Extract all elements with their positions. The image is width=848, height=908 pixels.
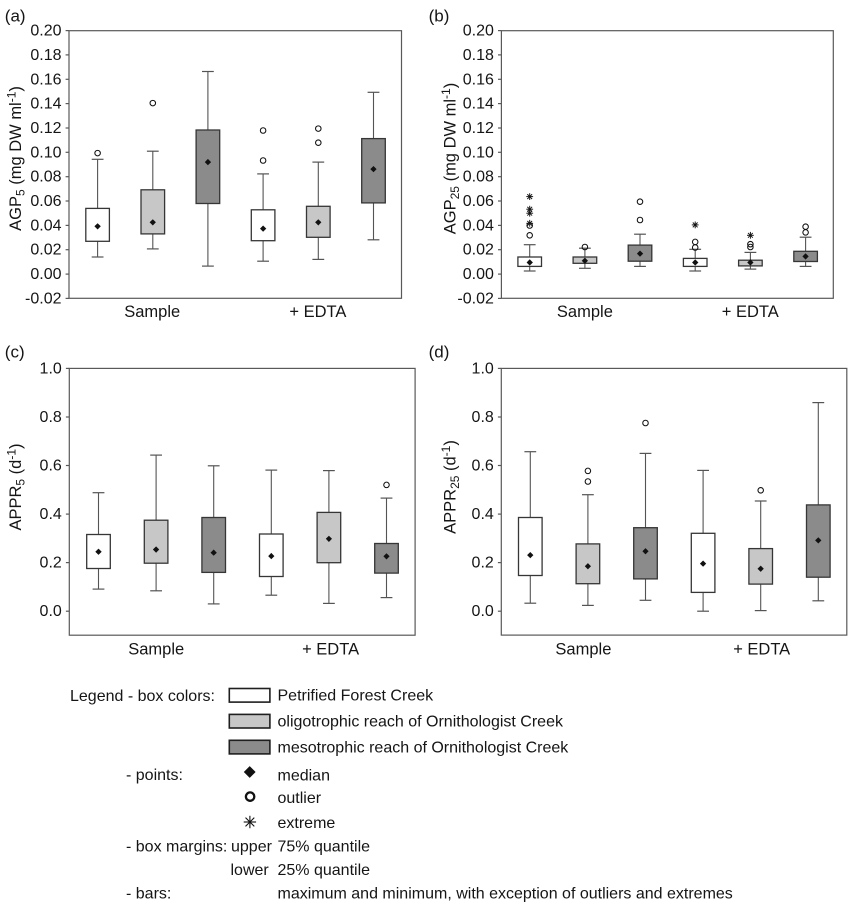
svg-text:0.18: 0.18	[463, 47, 494, 64]
svg-text:0.04: 0.04	[463, 217, 494, 234]
svg-text:0.14: 0.14	[463, 96, 494, 113]
svg-text:Legend - box colors:: Legend - box colors:	[70, 688, 215, 705]
svg-text:Sample: Sample	[557, 303, 613, 321]
svg-text:0.06: 0.06	[463, 193, 494, 210]
svg-text:75% quantile: 75% quantile	[278, 838, 371, 855]
svg-text:AGP5 (mg DW ml-1): AGP5 (mg DW ml-1)	[5, 86, 28, 231]
svg-text:0.06: 0.06	[30, 193, 61, 210]
svg-text:1.0: 1.0	[472, 360, 494, 377]
svg-text:APPR5 (d-1): APPR5 (d-1)	[5, 443, 28, 530]
svg-text:0.08: 0.08	[30, 169, 61, 186]
svg-text:- bars:: - bars:	[126, 886, 171, 903]
svg-text:0.2: 0.2	[40, 555, 62, 572]
svg-text:+ EDTA: + EDTA	[722, 303, 779, 321]
svg-text:0.14: 0.14	[30, 96, 61, 113]
svg-text:0.0: 0.0	[472, 603, 494, 620]
svg-text:0.16: 0.16	[463, 71, 494, 88]
svg-text:0.00: 0.00	[30, 266, 61, 283]
svg-text:- points:: - points:	[126, 767, 183, 784]
svg-text:(a): (a)	[5, 6, 26, 25]
svg-text:0.18: 0.18	[30, 47, 61, 64]
svg-text:Petrified Forest Creek: Petrified Forest Creek	[278, 688, 435, 705]
svg-text:0.20: 0.20	[463, 23, 494, 40]
svg-text:-0.02: -0.02	[457, 290, 494, 307]
svg-text:0.2: 0.2	[472, 555, 494, 572]
svg-text:0.02: 0.02	[463, 242, 494, 259]
svg-text:lower: lower	[231, 862, 270, 879]
svg-text:0.04: 0.04	[30, 217, 61, 234]
svg-text:25% quantile: 25% quantile	[278, 862, 371, 879]
svg-text:0.02: 0.02	[30, 242, 61, 259]
svg-text:Sample: Sample	[555, 641, 611, 659]
svg-text:0.08: 0.08	[463, 169, 494, 186]
svg-text:maximum and minimum, with exce: maximum and minimum, with exception of o…	[278, 886, 733, 903]
svg-text:0.12: 0.12	[463, 120, 494, 137]
svg-text:0.10: 0.10	[463, 144, 494, 161]
svg-text:0.10: 0.10	[30, 144, 61, 161]
svg-text:- box margins:: - box margins:	[126, 838, 227, 855]
svg-text:upper: upper	[231, 838, 273, 855]
svg-text:0.4: 0.4	[40, 506, 62, 523]
svg-text:(b): (b)	[429, 6, 450, 25]
svg-text:0.6: 0.6	[40, 458, 62, 475]
svg-text:extreme: extreme	[278, 815, 336, 832]
svg-text:0.12: 0.12	[30, 120, 61, 137]
svg-text:(c): (c)	[5, 343, 25, 362]
svg-text:+ EDTA: + EDTA	[302, 641, 359, 659]
svg-text:0.0: 0.0	[40, 603, 62, 620]
svg-text:outlier: outlier	[278, 790, 322, 807]
svg-text:AGP25 (mg DW ml-1): AGP25 (mg DW ml-1)	[439, 83, 462, 234]
svg-text:0.8: 0.8	[40, 409, 62, 426]
svg-text:0.4: 0.4	[472, 506, 494, 523]
svg-text:mesotrophic reach of Ornitholo: mesotrophic reach of Ornithologist Creek	[278, 739, 570, 756]
svg-text:0.00: 0.00	[463, 266, 494, 283]
svg-text:(d): (d)	[429, 343, 450, 362]
svg-text:0.6: 0.6	[472, 458, 494, 475]
svg-text:Sample: Sample	[128, 641, 184, 659]
svg-text:+ EDTA: + EDTA	[733, 641, 790, 659]
svg-text:Sample: Sample	[124, 303, 180, 321]
svg-text:1.0: 1.0	[40, 360, 62, 377]
svg-text:0.8: 0.8	[472, 409, 494, 426]
svg-text:APPR25 (d-1): APPR25 (d-1)	[439, 440, 462, 534]
svg-text:+ EDTA: + EDTA	[289, 303, 346, 321]
svg-text:0.20: 0.20	[30, 23, 61, 40]
svg-text:0.16: 0.16	[30, 71, 61, 88]
svg-text:median: median	[278, 768, 330, 785]
svg-text:-0.02: -0.02	[25, 290, 62, 307]
svg-text:oligotrophic reach of Ornithol: oligotrophic reach of Ornithologist Cree…	[278, 713, 564, 730]
